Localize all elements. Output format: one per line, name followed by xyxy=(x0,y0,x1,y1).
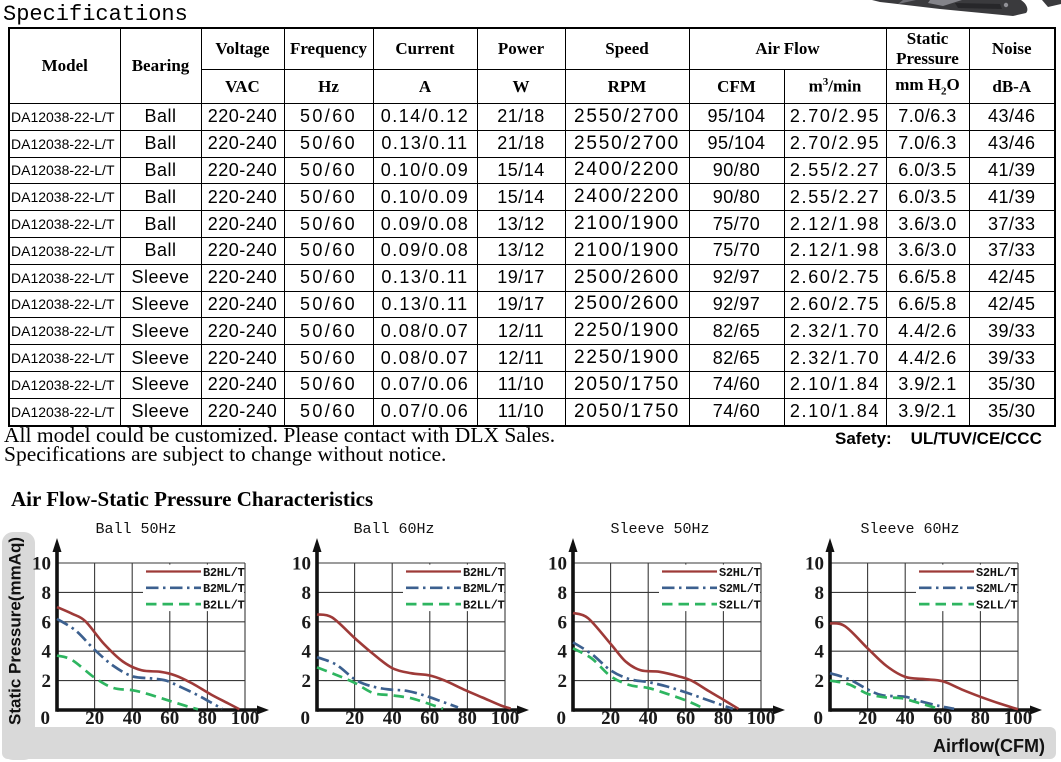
svg-text:40: 40 xyxy=(639,708,658,729)
svg-text:20: 20 xyxy=(601,708,620,729)
svg-text:80: 80 xyxy=(198,708,217,729)
svg-text:B2HL/T: B2HL/T xyxy=(463,566,505,580)
svg-text:S2ML/T: S2ML/T xyxy=(976,582,1018,596)
svg-text:100: 100 xyxy=(231,708,260,729)
svg-text:4: 4 xyxy=(558,642,568,663)
svg-text:Airflow(CFM): Airflow(CFM) xyxy=(933,736,1045,756)
svg-text:60: 60 xyxy=(933,708,952,729)
svg-text:10: 10 xyxy=(292,554,311,575)
svg-text:10: 10 xyxy=(805,554,824,575)
svg-text:100: 100 xyxy=(747,708,776,729)
svg-text:6: 6 xyxy=(42,612,52,633)
svg-text:80: 80 xyxy=(971,708,990,729)
svg-text:2: 2 xyxy=(42,671,52,692)
svg-text:20: 20 xyxy=(345,708,364,729)
svg-text:2: 2 xyxy=(302,671,312,692)
svg-text:40: 40 xyxy=(383,708,402,729)
svg-text:8: 8 xyxy=(558,583,568,604)
svg-text:8: 8 xyxy=(42,583,52,604)
svg-text:S2ML/T: S2ML/T xyxy=(719,582,761,596)
svg-text:S2HL/T: S2HL/T xyxy=(976,566,1018,580)
svg-text:100: 100 xyxy=(491,708,520,729)
svg-text:0: 0 xyxy=(814,708,824,729)
svg-text:8: 8 xyxy=(302,583,312,604)
svg-text:80: 80 xyxy=(458,708,477,729)
svg-text:Static Pressure(mmAq): Static Pressure(mmAq) xyxy=(6,537,25,725)
svg-text:60: 60 xyxy=(420,708,439,729)
svg-text:4: 4 xyxy=(42,642,52,663)
svg-text:Sleeve 60Hz: Sleeve 60Hz xyxy=(860,521,959,538)
svg-text:S2LL/T: S2LL/T xyxy=(976,598,1018,612)
svg-text:B2LL/T: B2LL/T xyxy=(463,598,505,612)
svg-text:60: 60 xyxy=(676,708,695,729)
svg-text:S2HL/T: S2HL/T xyxy=(719,566,761,580)
svg-text:Ball 60Hz: Ball 60Hz xyxy=(353,521,434,538)
svg-text:0: 0 xyxy=(41,708,51,729)
svg-text:0: 0 xyxy=(301,708,311,729)
svg-text:6: 6 xyxy=(302,612,312,633)
svg-text:10: 10 xyxy=(32,554,51,575)
svg-text:6: 6 xyxy=(558,612,568,633)
svg-text:B2ML/T: B2ML/T xyxy=(203,582,245,596)
svg-text:B2LL/T: B2LL/T xyxy=(203,598,245,612)
svg-text:100: 100 xyxy=(1004,708,1033,729)
svg-text:B2HL/T: B2HL/T xyxy=(203,566,245,580)
svg-text:10: 10 xyxy=(548,554,567,575)
svg-text:2: 2 xyxy=(558,671,568,692)
svg-text:Ball 50Hz: Ball 50Hz xyxy=(95,521,176,538)
svg-text:S2LL/T: S2LL/T xyxy=(719,598,761,612)
svg-text:0: 0 xyxy=(557,708,567,729)
svg-text:6: 6 xyxy=(815,612,825,633)
svg-text:60: 60 xyxy=(160,708,179,729)
svg-text:20: 20 xyxy=(85,708,104,729)
svg-text:40: 40 xyxy=(896,708,915,729)
svg-text:80: 80 xyxy=(714,708,733,729)
svg-text:20: 20 xyxy=(858,708,877,729)
svg-text:B2ML/T: B2ML/T xyxy=(463,582,505,596)
svg-text:4: 4 xyxy=(302,642,312,663)
svg-text:40: 40 xyxy=(123,708,142,729)
svg-text:Sleeve 50Hz: Sleeve 50Hz xyxy=(610,521,709,538)
svg-text:4: 4 xyxy=(815,642,825,663)
svg-text:2: 2 xyxy=(815,671,825,692)
svg-text:8: 8 xyxy=(815,583,825,604)
